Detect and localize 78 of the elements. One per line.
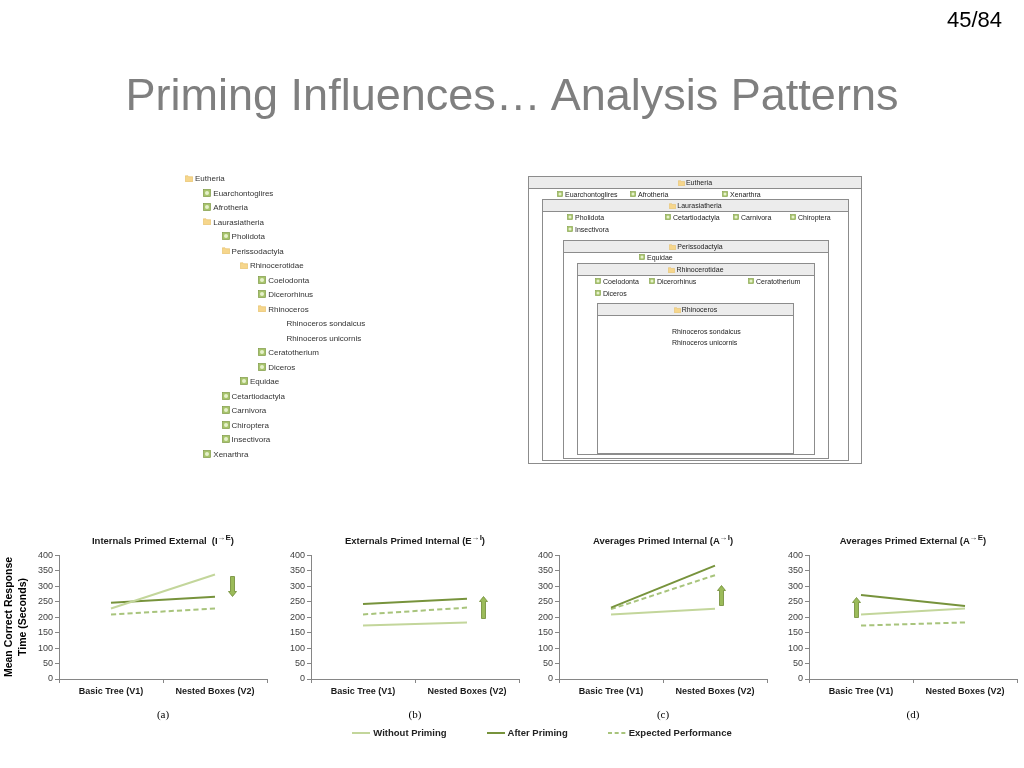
legend-label: Expected Performance <box>628 727 732 738</box>
text: Rhinoceros sondaicus <box>286 319 366 328</box>
text: (d) <box>905 708 921 721</box>
y-tick-label: 400 <box>787 549 803 560</box>
text: Dicerorhinus <box>268 290 314 299</box>
text: Rhinocerotidae <box>249 261 304 270</box>
y-tick-label: 200 <box>787 611 803 622</box>
text: Carnivora <box>231 406 267 415</box>
y-tick-label: 350 <box>787 565 803 576</box>
y-tick-label: 400 <box>537 549 553 560</box>
y-tick-label: 250 <box>289 596 305 607</box>
x-tick-label: Basic Tree (V1) <box>578 685 644 696</box>
y-tick-label: 50 <box>542 658 553 669</box>
y-tick-label: 300 <box>787 580 803 591</box>
legend-label: Without Priming <box>373 727 447 738</box>
text: Rhinoceros unicornis <box>286 333 362 343</box>
y-tick-label: 150 <box>289 627 305 638</box>
text: Cetartiodactyla <box>231 391 285 401</box>
y-tick-label: 300 <box>537 580 553 591</box>
y-tick-label: 0 <box>299 673 305 684</box>
legend-label: After Priming <box>507 727 568 738</box>
y-tick-label: 250 <box>787 596 803 607</box>
chart-title: Internals Primed External (I$^{→E}$) <box>91 532 235 548</box>
text: (a) <box>155 708 171 721</box>
y-tick-label: 300 <box>37 580 53 591</box>
text: Laurasiatheria <box>213 217 264 227</box>
y-tick-label: 50 <box>294 658 305 669</box>
text: 45/84 <box>946 7 1002 32</box>
text: Ceratotherium <box>268 348 319 357</box>
y-tick-label: 100 <box>289 642 305 653</box>
x-tick-label: Basic Tree (V1) <box>78 685 144 696</box>
y-tick-label: 250 <box>37 596 53 607</box>
y-tick-label: 200 <box>289 611 305 622</box>
chart-title: Averages Primed Internal (A$^{→I}$) <box>591 532 735 548</box>
y-tick-label: 350 <box>537 565 553 576</box>
y-tick-label: 50 <box>42 658 53 669</box>
x-tick-label: Nested Boxes (V2) <box>925 685 1005 696</box>
y-tick-label: 150 <box>787 627 803 638</box>
y-tick-label: 100 <box>537 642 553 653</box>
text: Coelodonta <box>268 275 310 285</box>
x-tick-label: Nested Boxes (V2) <box>175 685 255 696</box>
chart-title: Averages Primed External (A$^{→E}$) <box>838 532 988 548</box>
text: Afrotheria <box>213 203 248 212</box>
x-tick-label: Basic Tree (V1) <box>330 685 396 696</box>
text: Euarchontoglires <box>213 188 274 198</box>
text: Chiroptera <box>231 420 269 430</box>
y-tick-label: 400 <box>37 549 53 560</box>
y-tick-label: 250 <box>537 596 553 607</box>
text: Insectivora <box>231 435 271 444</box>
text: Perissodactyla <box>231 246 284 256</box>
y-tick-label: 300 <box>289 580 305 591</box>
y-tick-label: 100 <box>787 642 803 653</box>
text: (b) <box>407 708 423 721</box>
text: Eutheria <box>195 174 225 183</box>
text: Equidae <box>249 377 280 386</box>
x-tick-label: Basic Tree (V1) <box>828 685 894 696</box>
y-tick-label: 350 <box>37 565 53 576</box>
y-tick-label: 150 <box>37 627 53 638</box>
y-tick-label: 0 <box>547 673 553 684</box>
y-tick-label: 0 <box>797 673 803 684</box>
y-tick-label: 0 <box>47 673 53 684</box>
y-tick-label: 150 <box>537 627 553 638</box>
text: Rhinoceros <box>268 304 309 314</box>
text: Xenarthra <box>213 449 249 459</box>
y-tick-label: 350 <box>289 565 305 576</box>
x-tick-label: Nested Boxes (V2) <box>675 685 755 696</box>
y-tick-label: 100 <box>37 642 53 653</box>
x-tick-label: Nested Boxes (V2) <box>427 685 507 696</box>
text: Diceros <box>268 362 296 372</box>
y-axis-title: Mean Correct Response Time (Seconds) <box>1 555 29 680</box>
text: (c) <box>655 708 671 721</box>
text: Priming Influences… Analysis Patterns <box>124 68 900 122</box>
y-tick-label: 200 <box>37 611 53 622</box>
y-tick-label: 50 <box>792 658 803 669</box>
text: Pholidota <box>231 232 265 241</box>
y-tick-label: 400 <box>289 549 305 560</box>
y-tick-label: 200 <box>537 611 553 622</box>
chart-title: Externals Primed Internal (E$^{→I}$) <box>344 532 486 548</box>
